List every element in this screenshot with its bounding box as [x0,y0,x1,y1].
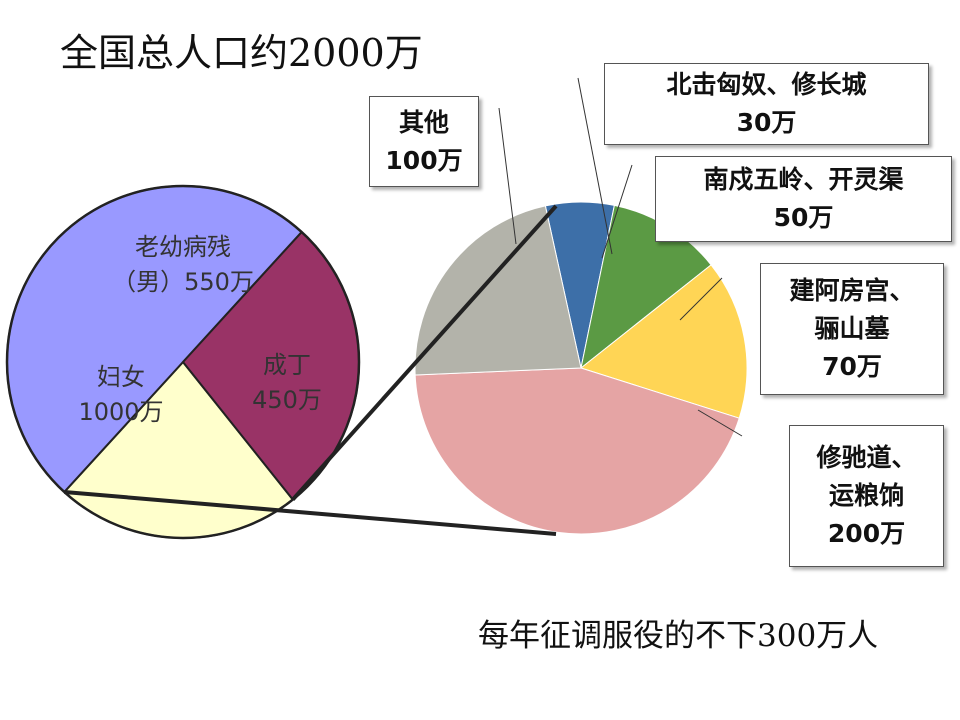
right-pie-slice [414,205,582,376]
callout-line: 北击匈奴、修长城 [666,70,867,99]
left-pie-outline [5,184,361,540]
callout-box: 南戍五岭、开灵渠 50万 [655,156,952,242]
callout-line: 南戍五岭、开灵渠 [703,165,904,194]
callout-box: 北击匈奴、修长城 30万 [604,63,929,145]
callout-line: 其他 [398,107,449,137]
callout-box: 修驰道、运粮饷 200万 [789,425,944,567]
callout-line: 骊山墓 [814,314,890,343]
callout-box: 其他 100万 [369,96,479,187]
callout-line: 运粮饷 [828,481,904,510]
leader-line [498,107,517,245]
callout-line: 建阿房宫、 [789,276,915,305]
leader-line [577,77,613,255]
connector-line [64,489,557,536]
callout-line: 30万 [736,108,797,137]
leader-line [679,277,723,321]
leader-line [697,409,743,437]
connector-line [291,204,558,501]
footnote: 每年征调服役的不下300万人 [478,618,879,654]
left-pie-label: 成丁 450万 [252,351,322,414]
left-pie-label: 老幼病残（男）550万 [112,233,254,296]
callout-line: 70万 [822,352,882,381]
left-pie-label: 妇女 1000万 [78,363,163,426]
right-pie-slice [414,367,740,535]
callout-box: 建阿房宫、骊山墓 70万 [760,263,944,395]
callout-line: 200万 [827,519,906,548]
callout-line: 50万 [773,203,834,232]
chart-title: 全国总人口约2000万 [60,31,423,75]
right-pie-slice [579,264,748,419]
callout-line: 100万 [385,145,463,175]
leader-line [601,164,633,259]
callout-line: 修驰道、 [816,443,917,472]
